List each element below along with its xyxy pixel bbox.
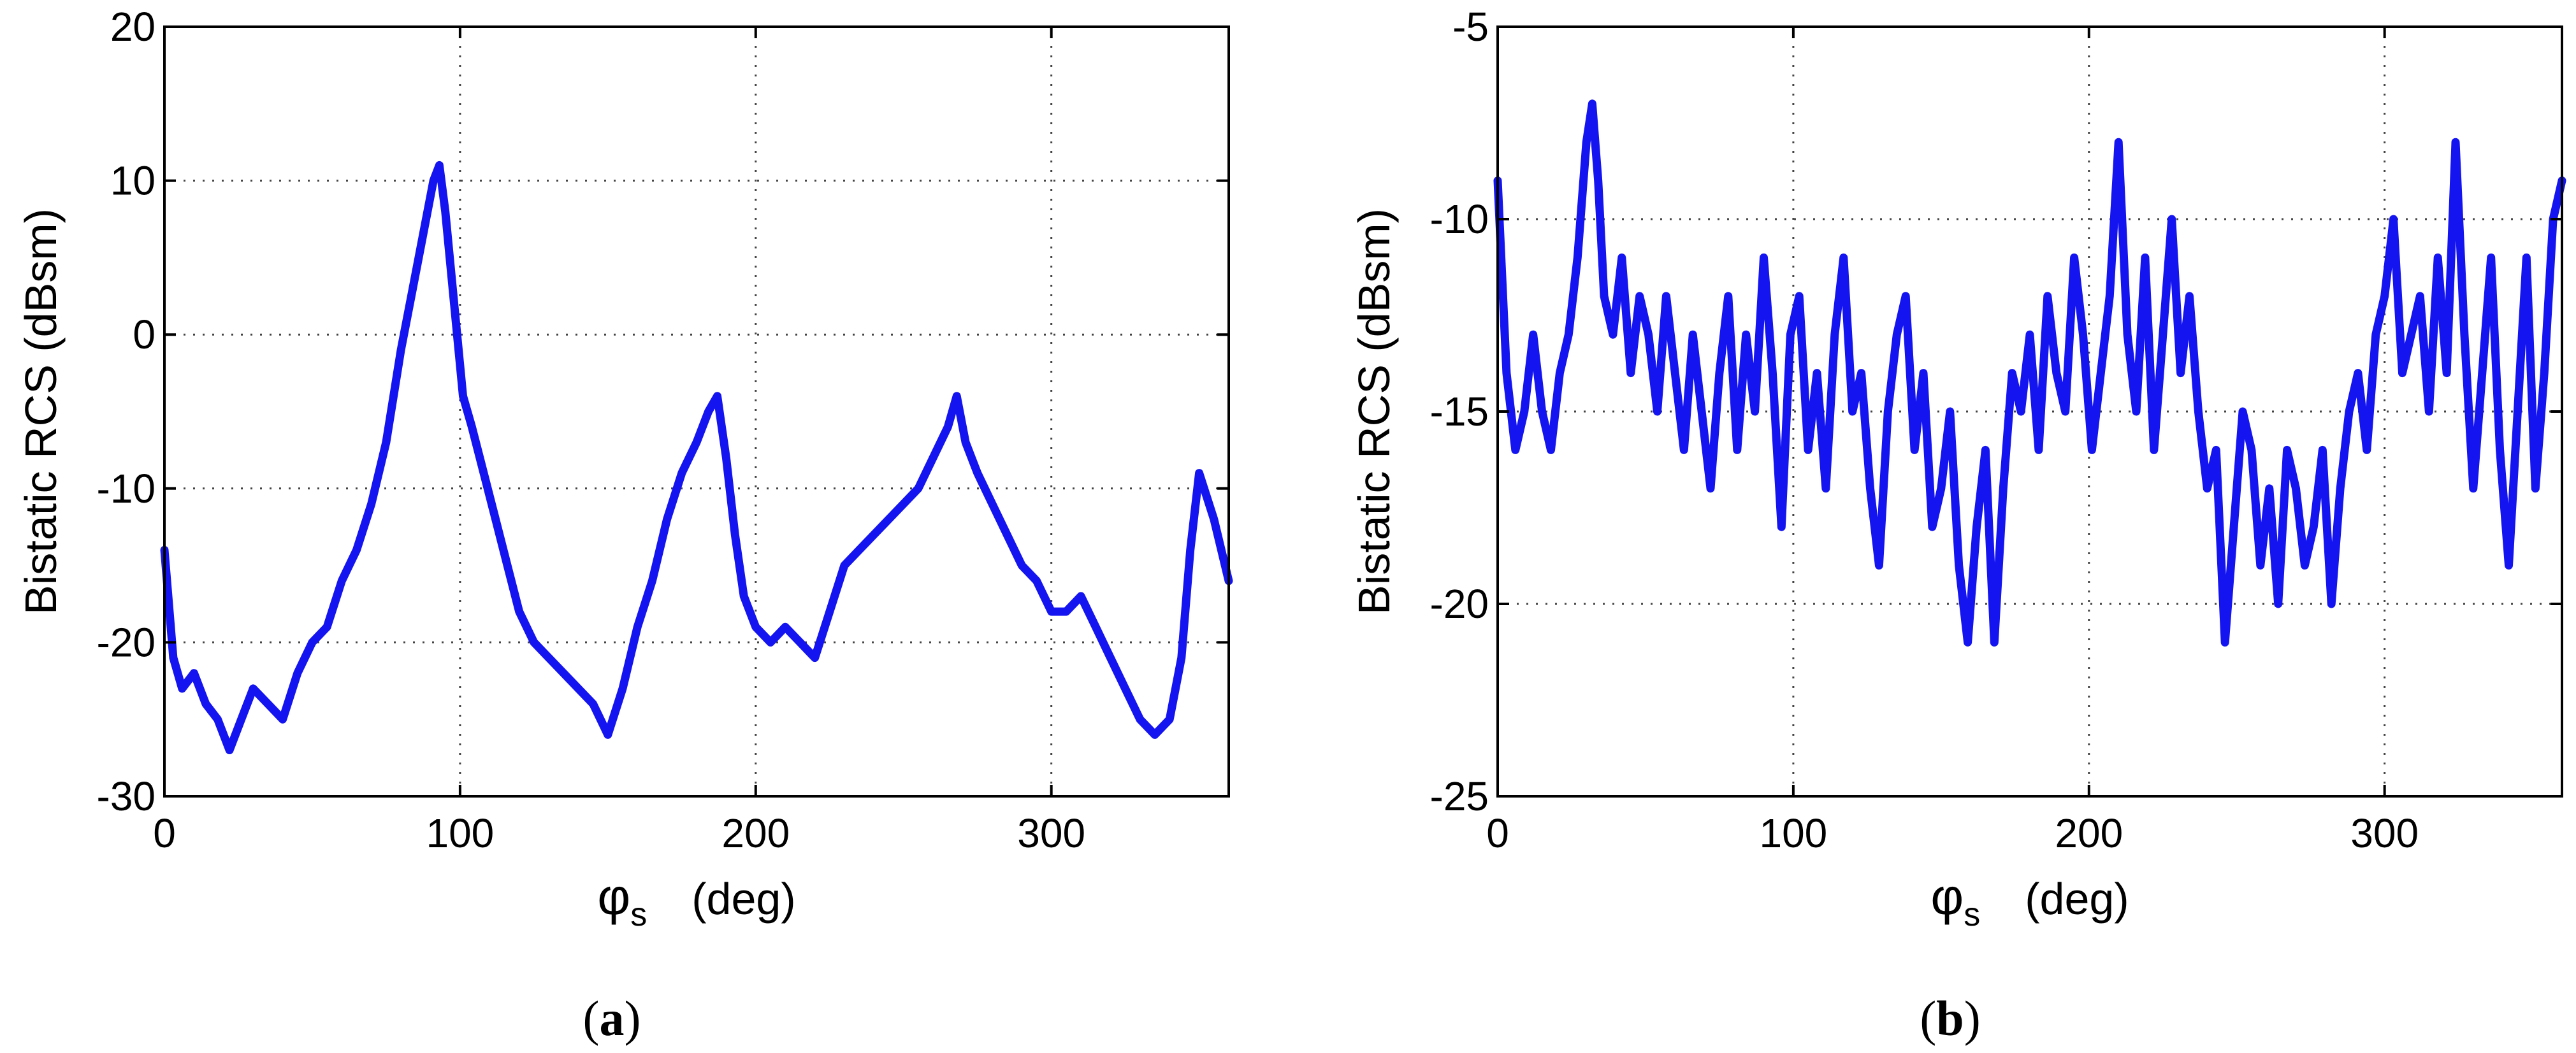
chart-panel-a: 0 100 200 300 -30 -20 -10 0 10 20 Bistatic RCS (dB… <box>16 4 1233 1046</box>
y-tick-label: -10 <box>97 466 156 512</box>
x-axis-subscript: s <box>1964 896 1980 933</box>
x-tick-label: 200 <box>2055 810 2123 856</box>
subfigure-label: (a) <box>583 991 641 1046</box>
subfigure-label-letter: b <box>1936 991 1964 1046</box>
axes-box <box>163 25 1230 798</box>
subfigure-label: (b) <box>1920 991 1980 1046</box>
x-tick-label: 200 <box>721 810 790 856</box>
subfigure-label-close: ) <box>625 991 641 1046</box>
x-tick-label: 300 <box>2350 810 2419 856</box>
grid <box>164 27 1229 796</box>
y-tick-label: -5 <box>1452 4 1489 50</box>
y-tick-label: -10 <box>1430 196 1489 242</box>
x-tick-label: 300 <box>1017 810 1085 856</box>
y-tick-label: -25 <box>1430 773 1489 819</box>
x-tick-label: 0 <box>1486 810 1509 856</box>
x-axis-unit: (deg) <box>691 874 795 924</box>
subfigure-label-letter: a <box>600 991 625 1046</box>
y-axis-label: Bistatic RCS (dBsm) <box>1349 208 1399 615</box>
x-tick-label: 100 <box>426 810 494 856</box>
grid <box>1498 27 2562 796</box>
y-tick-label: 20 <box>110 4 156 50</box>
y-tick-label: 10 <box>110 158 156 204</box>
subfigure-label-close: ) <box>1964 991 1981 1046</box>
x-axis-label: φs (deg) <box>597 868 795 933</box>
y-tick-label: -20 <box>97 619 156 665</box>
y-tick-label: -15 <box>1430 389 1489 434</box>
x-axis-subscript: s <box>630 896 647 933</box>
subfigure-label-open: ( <box>1920 991 1936 1046</box>
series-line <box>1493 99 2566 647</box>
subfigure-label-open: ( <box>583 991 600 1046</box>
y-tick-label: -30 <box>97 773 156 819</box>
series-line <box>160 161 1233 754</box>
chart-panel-b: 0 100 200 300 -25 -20 -15 -10 -5 Bistatic RCS (dB… <box>1349 4 2566 1046</box>
x-tick-label: 100 <box>1759 810 1827 856</box>
x-axis-unit: (deg) <box>2025 874 2129 924</box>
x-axis-label: φs (deg) <box>1930 868 2129 933</box>
y-axis-label: Bistatic RCS (dBsm) <box>16 208 66 615</box>
x-axis-symbol: φ <box>1930 868 1964 925</box>
x-tick-label: 0 <box>153 810 176 856</box>
y-tick-label: 0 <box>133 312 156 357</box>
x-axis-symbol: φ <box>597 868 630 925</box>
y-tick-label: -20 <box>1430 581 1489 627</box>
